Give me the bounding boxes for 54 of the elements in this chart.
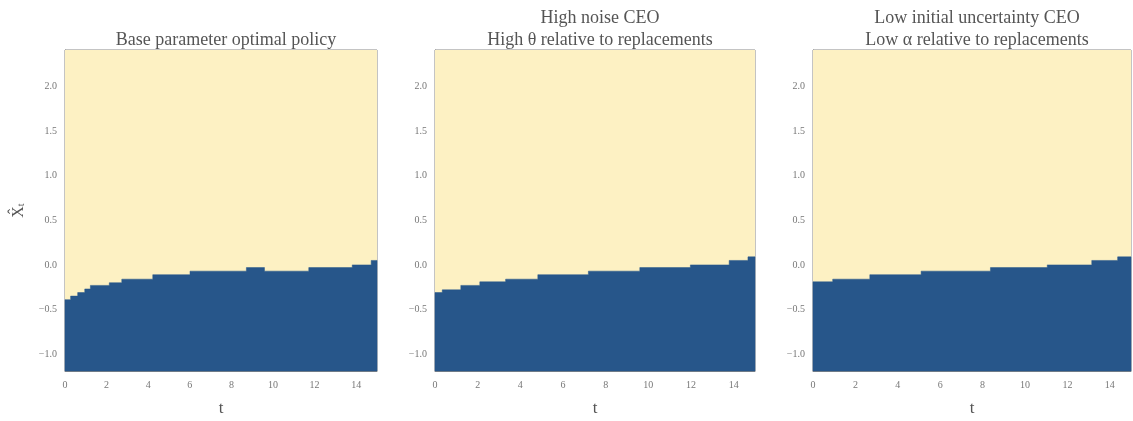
y-tick-label: 1.0 [792, 169, 805, 181]
y-tick-label: −1.0 [38, 347, 57, 359]
x-tick-label: 8 [980, 378, 986, 390]
y-tick-label: 0.0 [792, 258, 805, 270]
x-tick-label: 14 [728, 378, 739, 390]
y-tick-label: 1.0 [414, 169, 427, 181]
x-tick-label: 12 [309, 378, 320, 390]
x-tick-label: 2 [104, 378, 110, 390]
x-tick-label: 10 [1020, 378, 1030, 390]
x-tick-label: 2 [852, 378, 858, 390]
x-axis-title: t [969, 398, 975, 417]
y-tick-label: 0.5 [792, 213, 805, 225]
chart-subtitle: Low α relative to replacements [865, 29, 1089, 49]
y-tick-label: 2.0 [792, 80, 805, 92]
x-tick-label: 14 [351, 378, 362, 390]
y-tick-label: 2.0 [414, 80, 427, 92]
y-tick-label: 0.5 [44, 213, 57, 225]
x-axis-title: t [592, 398, 598, 417]
x-tick-label: 10 [268, 378, 278, 390]
x-tick-label: 0 [432, 378, 438, 390]
y-tick-label: 0.5 [414, 213, 427, 225]
x-tick-label: 10 [643, 378, 654, 390]
x-tick-label: 6 [560, 378, 566, 390]
x-tick-label: 14 [1104, 378, 1115, 390]
y-tick-label: 2.0 [44, 80, 57, 92]
x-tick-label: 0 [62, 378, 68, 390]
x-tick-label: 0 [810, 378, 816, 390]
y-tick-label: −0.5 [38, 303, 57, 315]
x-tick-label: 2 [475, 378, 481, 390]
y-tick-label: 0.0 [414, 258, 427, 270]
x-tick-label: 4 [895, 378, 901, 390]
y-tick-label: 1.5 [44, 124, 57, 136]
x-tick-label: 8 [603, 378, 609, 390]
y-tick-label: −0.5 [786, 303, 805, 315]
y-tick-label: −1.0 [408, 347, 427, 359]
y-tick-label: −0.5 [408, 303, 427, 315]
x-tick-label: 6 [187, 378, 193, 390]
chart-title: Low initial uncertainty CEO [874, 7, 1080, 27]
x-tick-label: 4 [517, 378, 523, 390]
x-tick-label: 12 [686, 378, 696, 390]
y-tick-label: 0.0 [44, 258, 57, 270]
x-axis-title: t [218, 398, 224, 417]
y-tick-label: −1.0 [786, 347, 805, 359]
y-axis-title: X̂t [7, 203, 26, 218]
chart-title: High noise CEO [540, 7, 660, 27]
y-tick-label: 1.5 [414, 124, 427, 136]
x-tick-label: 6 [937, 378, 943, 390]
x-tick-label: 8 [228, 378, 234, 390]
y-tick-label: 1.0 [44, 169, 57, 181]
x-tick-label: 12 [1062, 378, 1073, 390]
y-tick-label: 1.5 [792, 124, 805, 136]
chart-title: Base parameter optimal policy [115, 29, 337, 49]
chart-subtitle: High θ relative to replacements [487, 29, 713, 49]
x-tick-label: 4 [145, 378, 151, 390]
